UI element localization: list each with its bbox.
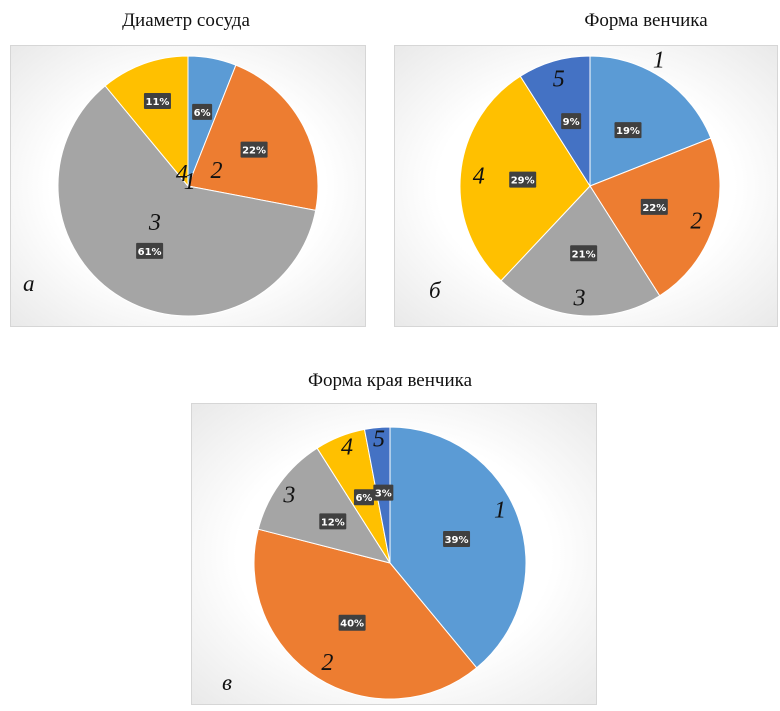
chart-b-panel: 19% 1 22% 2 21% 3 29% 4 9% 5 б: [394, 45, 778, 327]
chart-b-svg: 19% 1 22% 2 21% 3 29% 4 9% 5 б: [429, 48, 721, 317]
chart-a-pct-label-3: 61%: [136, 242, 164, 259]
chart-c-pct-label-2: 40%: [338, 614, 366, 631]
svg-text:19%: 19%: [616, 126, 640, 137]
chart-a-slice-3: [57, 85, 317, 317]
svg-text:61%: 61%: [138, 247, 162, 258]
chart-b-category-label-3: 3: [572, 285, 585, 311]
chart-b-pct-label-2: 22%: [640, 198, 668, 215]
chart-c-category-label-4: 4: [341, 434, 353, 460]
chart-b-pct-label-4: 29%: [509, 171, 537, 188]
svg-text:6%: 6%: [355, 493, 372, 504]
svg-text:22%: 22%: [642, 203, 666, 214]
chart-c-pct-label-4: 6%: [353, 489, 374, 506]
svg-text:9%: 9%: [563, 117, 580, 128]
chart-c-slice-2: [253, 528, 478, 700]
chart-c-svg: 39% 1 40% 2 12% 3 6% 4 3% 5 в: [222, 426, 527, 700]
chart-a-title: Диаметр сосуда: [122, 10, 250, 31]
chart-a-pct-label-1: 6%: [192, 103, 213, 120]
chart-b-pct-label-3: 21%: [570, 245, 598, 262]
chart-a-slice-2: [187, 64, 319, 211]
chart-b-category-label-4: 4: [473, 163, 485, 189]
chart-b-slice-5: [519, 55, 591, 188]
chart-a-panel-letter: а: [23, 271, 35, 296]
chart-a-category-label-1: 1: [184, 169, 196, 195]
svg-text:3%: 3%: [375, 489, 392, 500]
chart-c-slice-3: [257, 447, 392, 564]
chart-a-pct-label-4: 11%: [143, 93, 171, 110]
svg-text:40%: 40%: [340, 619, 364, 630]
chart-a-pct-label-2: 22%: [240, 141, 268, 158]
svg-text:22%: 22%: [242, 146, 266, 157]
svg-text:39%: 39%: [445, 535, 469, 546]
chart-a-category-label-2: 2: [210, 158, 222, 184]
chart-b-category-label-1: 1: [653, 48, 665, 74]
chart-a-panel: 6% 1 22% 2 61% 3 11% 4 а: [10, 45, 366, 327]
svg-text:29%: 29%: [511, 176, 535, 187]
chart-a-category-label-4: 4: [176, 161, 188, 187]
chart-b-category-label-5: 5: [553, 67, 565, 93]
svg-text:11%: 11%: [145, 97, 169, 108]
chart-b-title: Форма венчика: [584, 10, 708, 31]
chart-c-pct-label-5: 3%: [373, 484, 394, 501]
svg-text:12%: 12%: [321, 517, 345, 528]
chart-c-panel-letter: в: [222, 670, 232, 695]
chart-c-category-label-2: 2: [321, 650, 333, 676]
chart-a-category-label-3: 3: [148, 210, 161, 236]
chart-b-panel-letter: б: [429, 278, 442, 303]
chart-c-pct-label-3: 12%: [319, 513, 347, 530]
chart-c-category-label-5: 5: [373, 427, 385, 453]
chart-b-pct-label-1: 19%: [614, 122, 642, 139]
svg-text:21%: 21%: [572, 249, 596, 260]
chart-a-svg: 6% 1 22% 2 61% 3 11% 4 а: [23, 55, 319, 317]
chart-c-pct-label-1: 39%: [443, 531, 471, 548]
chart-c-category-label-1: 1: [494, 497, 506, 523]
chart-b-slice-2: [589, 137, 721, 297]
chart-c-title: Форма края венчика: [307, 370, 473, 391]
chart-b-category-label-2: 2: [690, 209, 702, 235]
svg-text:6%: 6%: [194, 108, 211, 119]
chart-c-category-label-3: 3: [282, 482, 295, 508]
chart-c-panel: 39% 1 40% 2 12% 3 6% 4 3% 5 в: [191, 403, 597, 705]
chart-a-slice-4: [104, 55, 189, 188]
chart-c-slice-1: [389, 426, 527, 669]
chart-b-pct-label-5: 9%: [561, 113, 582, 130]
chart-b-slice-1: [589, 55, 712, 187]
